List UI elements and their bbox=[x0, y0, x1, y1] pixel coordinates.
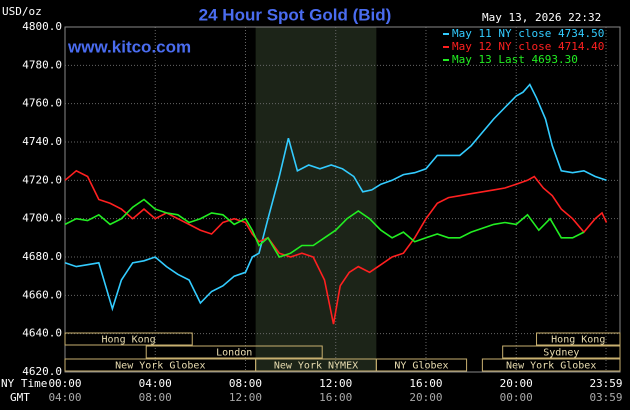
legend-label: May 12 NY close 4714.40 bbox=[452, 40, 604, 53]
session-highlight bbox=[255, 27, 377, 372]
price-line bbox=[64, 169, 608, 325]
y-tick-label: 4800.0 bbox=[22, 20, 62, 33]
legend-label: May 13 Last 4693.30 bbox=[452, 53, 578, 66]
x-tick-label: 08:00 bbox=[229, 377, 262, 390]
y-tick-label: 4640.0 bbox=[22, 327, 62, 340]
y-tick-label: 4760.0 bbox=[22, 97, 62, 110]
session-label: New York Globex bbox=[115, 361, 205, 372]
y-tick-label: 4720.0 bbox=[22, 173, 62, 186]
price-line bbox=[64, 198, 585, 258]
y-tick-label: 4620.0 bbox=[22, 365, 62, 378]
y-tick-label: 4660.0 bbox=[22, 288, 62, 301]
x-tick-label: 04:00 bbox=[139, 377, 172, 390]
session-bar bbox=[145, 345, 323, 359]
session-label: Hong Kong bbox=[551, 335, 605, 346]
gmt-tick-label: 00:00 bbox=[500, 391, 533, 404]
session-bar bbox=[375, 358, 468, 372]
x-tick-label: 12:00 bbox=[319, 377, 352, 390]
x-tick-label: 16:00 bbox=[409, 377, 442, 390]
legend-label: May 11 NY close 4734.50 bbox=[452, 27, 604, 40]
plot-border bbox=[64, 26, 621, 373]
session-bar bbox=[64, 332, 193, 346]
price-line bbox=[64, 83, 607, 312]
x-row-label: NY Time bbox=[1, 377, 47, 390]
x-tick-label: 00:00 bbox=[48, 377, 81, 390]
session-label: NY Globex bbox=[394, 361, 448, 372]
watermark: www.kitco.com bbox=[67, 37, 191, 56]
chart-title: 24 Hour Spot Gold (Bid) bbox=[199, 5, 392, 24]
gmt-tick-label: 16:00 bbox=[319, 391, 352, 404]
gmt-tick-label: 12:00 bbox=[229, 391, 262, 404]
y-tick-label: 4780.0 bbox=[22, 58, 62, 71]
timestamp: May 13, 2026 22:32 bbox=[482, 11, 601, 24]
x-tick-label: 23:59 bbox=[589, 377, 622, 390]
session-bar bbox=[481, 358, 621, 372]
y-unit: USD/oz bbox=[2, 5, 42, 18]
gmt-tick-label: 04:00 bbox=[48, 391, 81, 404]
y-tick-label: 4680.0 bbox=[22, 250, 62, 263]
gmt-tick-label: 08:00 bbox=[139, 391, 172, 404]
session-label: London bbox=[216, 348, 252, 359]
x-row-label: GMT bbox=[10, 391, 30, 404]
y-tick-label: 4740.0 bbox=[22, 135, 62, 148]
session-bar bbox=[502, 345, 621, 359]
session-label: Hong Kong bbox=[102, 335, 156, 346]
gmt-tick-label: 03:59 bbox=[589, 391, 622, 404]
session-label: New York Globex bbox=[506, 361, 596, 372]
session-label: Sydney bbox=[543, 348, 579, 359]
session-bar bbox=[536, 332, 621, 346]
gmt-tick-label: 20:00 bbox=[409, 391, 442, 404]
y-tick-label: 4700.0 bbox=[22, 212, 62, 225]
session-label: New York NYMEX bbox=[274, 361, 358, 372]
x-tick-label: 20:00 bbox=[500, 377, 533, 390]
